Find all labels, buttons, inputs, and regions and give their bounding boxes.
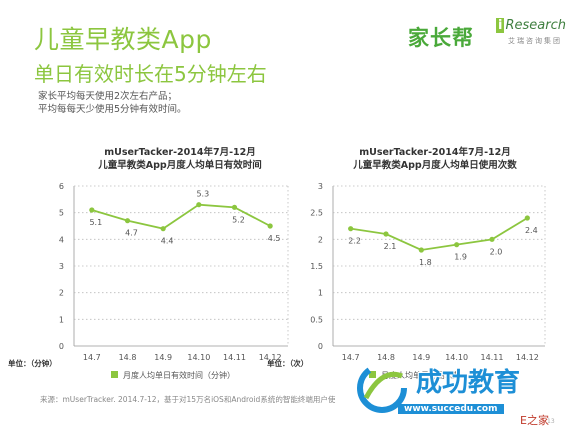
iresearch-logo-subtitle: 艾瑞咨询集团 [508, 37, 562, 45]
y-tick-label: 0 [59, 342, 64, 351]
page-subtitle: 单日有效时长在5分钟左右 [34, 62, 267, 86]
iresearch-logo-text: Research [505, 18, 566, 33]
chart-monthly-duration: 0 1 2 3 4 5 6 14.7 14.8 14.9 14.10 14.11 14.12 5.1 4.7… [8, 182, 289, 380]
data-point [524, 215, 530, 221]
data-point [160, 226, 166, 232]
data-label: 5.3 [196, 190, 209, 199]
data-point [196, 202, 202, 208]
y-tick-label: 1 [318, 289, 323, 298]
data-point [348, 226, 354, 232]
page-number: 13 [547, 418, 555, 425]
y-tick-label: 3 [318, 182, 323, 191]
data-label: 4.5 [268, 234, 281, 243]
y-tick-label: 2 [59, 289, 64, 298]
legend-label: 月度人均单日有效时间（分钟） [123, 370, 235, 380]
data-label: 2.1 [384, 242, 397, 251]
chart1-subtitle: 儿童早教类App月度人均单日有效时间 [98, 160, 262, 171]
unit-label: 单位：（次） [267, 358, 308, 368]
series-line [350, 217, 528, 251]
data-point [489, 236, 495, 242]
data-point [124, 218, 131, 224]
watermark: 成功教育 www.succedu.com [352, 358, 552, 418]
y-tick-label: 1.5 [310, 262, 323, 271]
legend-label: 月度人均单日使用次数 [381, 370, 461, 380]
iresearch-logo-i: i [496, 18, 505, 33]
x-tick-label: 14.11 [481, 353, 504, 362]
y-tick-label: 2.5 [310, 209, 323, 218]
chart2-title-block: mUserTacker-2014年7月-12月 儿童早教类App月度人均单日使用… [315, 146, 555, 172]
unit-label: 单位：（分钟） [8, 358, 57, 368]
x-tick-label: 14.12 [516, 353, 539, 362]
data-point [454, 242, 460, 248]
watermark-url: www.succedu.com [398, 404, 504, 414]
summary-line-1: 家长平均每天使用2次左右产品； [38, 91, 178, 102]
data-point [267, 223, 273, 229]
data-point [383, 231, 389, 237]
data-label: 2.4 [525, 226, 538, 235]
y-tick-label: 4 [59, 235, 64, 244]
x-tick-label: 14.12 [259, 353, 282, 362]
y-tick-label: 5 [59, 209, 64, 218]
data-point [418, 247, 424, 253]
source-note: 来源：mUserTracker. 2014.7-12，基于对15万名iOS和An… [40, 395, 336, 404]
chart2-subtitle: 儿童早教类App月度人均单日使用次数 [353, 160, 517, 171]
chart2-title: mUserTacker-2014年7月-12月 [359, 147, 511, 158]
y-tick-label: 3 [59, 262, 64, 271]
data-label: 1.8 [419, 258, 432, 267]
legend-swatch [111, 371, 118, 378]
y-tick-label: 0 [318, 342, 323, 351]
y-tick-label: 1 [59, 315, 64, 324]
series-line [91, 203, 271, 230]
x-tick-label: 14.8 [119, 353, 137, 362]
x-tick-label: 14.10 [187, 353, 210, 362]
x-tick-label: 14.8 [377, 353, 395, 362]
chart1-title: mUserTacker-2014年7月-12月 [104, 147, 256, 158]
chart1-title-block: mUserTacker-2014年7月-12月 儿童早教类App月度人均单日有效… [60, 146, 300, 172]
chart-monthly-usage-count: 0 0.5 1 1.5 2 2.5 3 14.7 14.8 14.9 14.10 14.11 14.12… [267, 182, 546, 380]
y-tick-label: 6 [59, 182, 64, 191]
page-title: 儿童早教类App [34, 25, 212, 54]
data-label: 2.2 [348, 237, 361, 246]
data-point [89, 207, 95, 213]
jiazhangbang-logo: 家长帮 [408, 26, 474, 50]
data-label: 4.4 [161, 237, 174, 246]
x-tick-label: 14.7 [83, 353, 101, 362]
x-tick-label: 14.9 [412, 353, 430, 362]
x-tick-label: 14.11 [223, 353, 246, 362]
summary-line-2: 平均每每天少使用5分钟有效时间。 [38, 104, 187, 115]
data-label: 2.0 [490, 247, 503, 256]
watermark-text: 成功教育 [416, 368, 521, 398]
legend-swatch [369, 371, 376, 378]
x-tick-label: 14.7 [342, 353, 360, 362]
x-tick-label: 14.9 [154, 353, 172, 362]
watermark-swirl-icon [357, 363, 407, 413]
data-label: 5.2 [232, 215, 245, 224]
data-label: 5.1 [89, 218, 102, 227]
corner-brand-text: E之家 [520, 414, 549, 427]
x-tick-label: 14.10 [445, 353, 468, 362]
data-point [231, 204, 238, 210]
summary-text: 家长平均每天使用2次左右产品； 平均每每天少使用5分钟有效时间。 [38, 90, 187, 116]
iresearch-logo: i Research 艾瑞咨询集团 [496, 18, 566, 50]
data-label: 1.9 [454, 253, 467, 262]
y-tick-label: 0.5 [310, 315, 323, 324]
y-tick-label: 2 [318, 235, 323, 244]
data-label: 4.7 [125, 229, 138, 238]
